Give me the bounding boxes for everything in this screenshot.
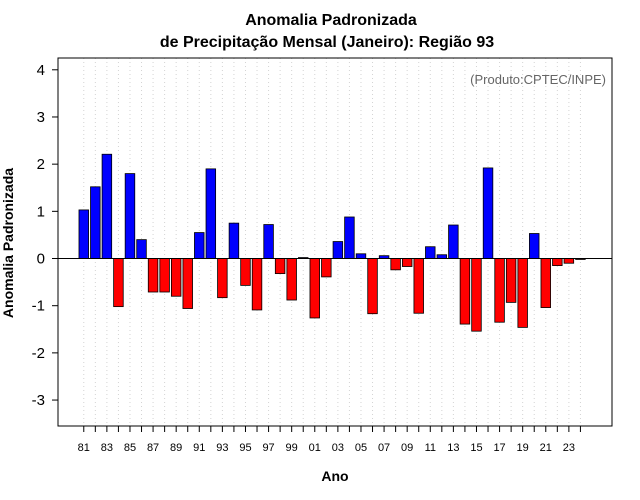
chart-title: Anomalia Padronizada [245,12,417,29]
bar-1986 [136,239,147,259]
y-tick-label: -2 [32,345,45,362]
y-tick-label: 0 [37,251,45,268]
bar-2009 [401,258,413,267]
bar-1995 [240,258,251,286]
bar-2006 [367,258,378,315]
x-tick-label: 11 [425,442,436,454]
bar-2015 [471,258,482,332]
x-tick-label: 95 [239,442,251,454]
bar-2011 [425,246,436,259]
bar-2014 [459,258,471,325]
bar-1987 [147,258,159,293]
x-tick-label: 09 [401,442,413,454]
y-tick-label: 1 [37,203,45,220]
bar-1997 [263,224,274,259]
bar-1993 [217,258,228,299]
x-tick-label: 89 [170,442,182,454]
vertical-gridlines [83,58,581,426]
x-axis-label: Ano [321,468,348,484]
x-tick-label: 07 [378,442,390,454]
y-axis: -3 -2 -1 0 1 2 3 4 [32,62,58,409]
bar-2012 [436,254,448,259]
bar-1996 [251,258,263,311]
y-tick-label: -1 [32,298,45,315]
bar-1991 [194,232,205,259]
bar-1983 [101,153,113,259]
bar-1989 [170,258,182,297]
x-axis: 81 83 85 87 89 91 93 95 97 99 01 03 05 07 09 11 13 15 17 19… [78,426,581,454]
x-tick-label: 15 [470,442,482,454]
x-tick-label: 05 [355,442,367,454]
bar-2002 [321,258,332,278]
x-tick-label: 85 [124,442,136,454]
y-tick-label: 2 [37,156,45,173]
y-tick-label: 4 [37,62,45,79]
bar-2017 [494,258,505,323]
chart-subtitle: de Precipitação Mensal (Janeiro): Região… [160,34,494,51]
x-tick-label: 01 [309,442,321,454]
bar-2016 [482,167,494,259]
bar-1988 [159,258,170,293]
bar-1981 [78,209,89,259]
bars-group [58,153,612,332]
y-tick-label: 3 [37,109,45,126]
x-tick-label: 17 [493,442,505,454]
bar-1998 [274,258,286,275]
bar-1994 [228,222,240,259]
bar-2005 [355,253,367,259]
x-tick-label: 23 [563,442,575,454]
x-tick-label: 91 [193,442,205,454]
x-tick-label: 13 [447,442,459,454]
x-tick-label: 93 [216,442,228,454]
bar-2018 [505,258,517,303]
bar-1992 [205,168,217,259]
plot-frame [57,57,613,427]
source-annotation: (Produto:CPTEC/INPE) [470,72,606,87]
bar-1985 [124,173,136,259]
x-tick-label: 83 [101,442,113,454]
bar-1999 [286,258,297,301]
bar-1984 [113,258,124,308]
bar-2019 [517,258,528,328]
y-axis-label: Anomalia Padronizada [0,168,16,318]
bar-1990 [182,258,193,309]
bar-2022 [552,258,563,266]
bar-2013 [448,224,459,259]
y-tick-label: -3 [32,392,45,409]
x-tick-label: 97 [262,442,274,454]
bar-2021 [540,258,551,308]
bar-2008 [390,258,401,271]
bar-2001 [309,258,320,319]
x-tick-label: 81 [78,442,90,454]
bar-2020 [529,233,540,259]
x-tick-label: 19 [517,442,529,454]
bar-2003 [332,241,344,259]
bar-2004 [344,216,355,259]
bar-2023 [563,258,575,264]
x-tick-label: 21 [540,442,552,454]
x-tick-label: 03 [332,442,344,454]
x-tick-label: 87 [147,442,159,454]
x-tick-label: 99 [286,442,298,454]
bar-2010 [413,258,424,314]
bar-1982 [90,186,101,259]
